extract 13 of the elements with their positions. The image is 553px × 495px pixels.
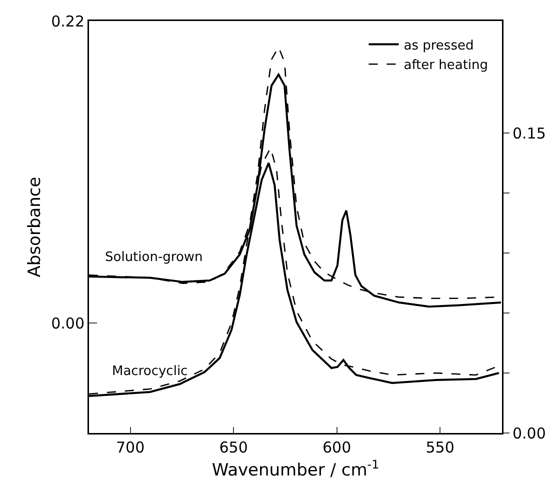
y-tick-label: 0.22 xyxy=(51,12,84,30)
legend-label: after heating xyxy=(404,58,488,74)
annotation: Solution-grown xyxy=(105,250,203,265)
annotation: Macrocyclic xyxy=(112,364,188,379)
y2-tick-label: 0.15 xyxy=(512,124,546,142)
x-tick-label: 600 xyxy=(322,438,352,456)
x-tick-label: 550 xyxy=(426,438,454,456)
legend-label: as pressed xyxy=(404,38,474,54)
x-tick-label: 700 xyxy=(116,438,145,456)
y-axis-title: Absorbance xyxy=(24,176,45,278)
x-axis-title: Wavenumber / cm$^{-1}$ xyxy=(212,458,380,481)
y2-tick-label: 0.00 xyxy=(512,424,546,442)
x-tick-label: 650 xyxy=(219,438,248,456)
